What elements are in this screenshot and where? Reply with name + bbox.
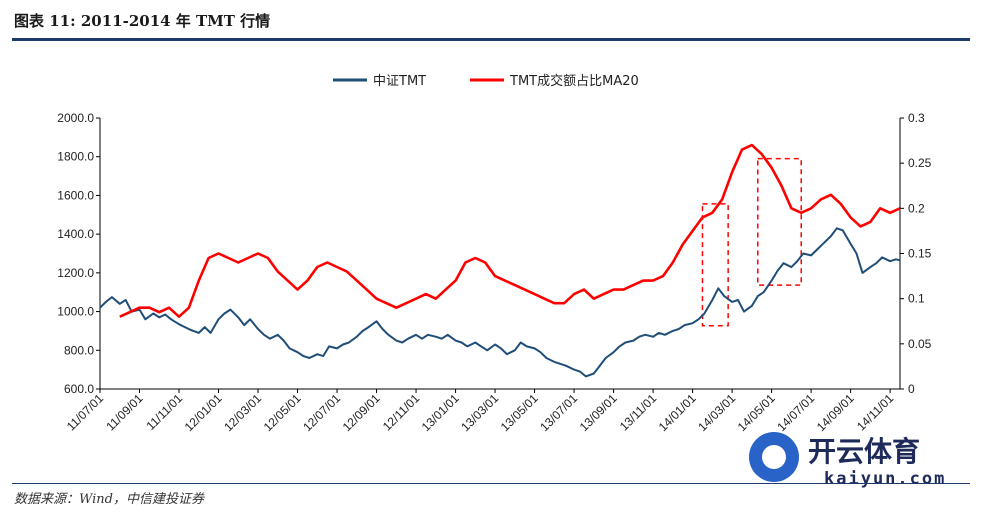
title-divider [12, 38, 970, 41]
dashed-highlight-box [757, 157, 802, 286]
x-tick-label: 14/03/01 [695, 391, 738, 434]
chart-title: 图表 11: 2011-2014 年 TMT 行情 [14, 12, 271, 30]
y-right-tick-label: 0.25 [908, 156, 932, 170]
legend-label: 中证TMT [373, 74, 426, 89]
x-tick-label: 12/11/01 [380, 391, 423, 434]
y-right-tick-label: 0.05 [908, 337, 932, 351]
x-tick-label: 13/09/01 [577, 391, 620, 434]
y-right-tick-label: 0.15 [908, 247, 932, 261]
x-tick-label: 13/07/01 [537, 391, 580, 434]
x-tick-label: 11/11/01 [143, 391, 185, 433]
footer-divider [12, 483, 970, 484]
x-tick-label: 14/07/01 [774, 391, 817, 434]
y-left-tick-label: 1600.0 [57, 188, 94, 202]
x-tick-label: 13/01/01 [419, 391, 462, 434]
x-tick-label: 14/01/01 [656, 391, 699, 434]
y-left-tick-label: 1400.0 [57, 227, 94, 241]
y-left-tick-label: 1000.0 [57, 305, 94, 319]
x-tick-label: 13/05/01 [498, 391, 541, 434]
watermark-brand: 开云体育 [808, 435, 920, 468]
y-right-tick-label: 0.2 [908, 201, 925, 215]
y-left-tick-label: 600.0 [64, 382, 94, 396]
annotation-boxes [701, 157, 802, 327]
x-tick-label: 13/11/01 [617, 391, 660, 434]
x-tick-label: 14/05/01 [735, 391, 778, 434]
data-source: 数据来源：Wind，中信建投证券 [14, 492, 204, 507]
x-tick-label: 11/07/01 [64, 391, 107, 434]
y-right-tick-label: 0.1 [908, 292, 925, 306]
x-tick-label: 12/07/01 [300, 391, 343, 434]
x-tick-label: 12/01/01 [182, 391, 225, 434]
series-lines [99, 143, 901, 378]
x-tick-label: 14/11/01 [854, 391, 897, 434]
watermark-site: kaiyun.com [824, 469, 946, 489]
soccer-ball-icon [762, 445, 786, 469]
watermark: 开云体育 kaiyun.com [749, 432, 946, 489]
y-left-tick-label: 1800.0 [57, 150, 94, 164]
series-line-tmt-turnover-ratio [119, 143, 901, 318]
y-right-tick-label: 0.3 [908, 111, 925, 125]
chart-legend: 中证TMT TMT成交额占比MA20 [333, 73, 639, 89]
x-tick-label: 13/03/01 [458, 391, 501, 434]
x-tick-label: 12/03/01 [221, 391, 264, 434]
x-tick-label: 14/09/01 [814, 391, 857, 434]
legend-label: TMT成交额占比MA20 [509, 73, 639, 89]
y-left-tick-label: 2000.0 [57, 111, 94, 125]
x-tick-label: 12/05/01 [261, 391, 304, 434]
dashed-highlight-box [701, 203, 729, 327]
x-tick-label: 11/09/01 [103, 391, 146, 434]
series-line-tmt-index [99, 227, 901, 378]
y-left-tick-label: 800.0 [64, 343, 94, 357]
x-tick-label: 12/09/01 [340, 391, 383, 434]
y-right-tick-label: 0 [908, 382, 915, 396]
y-left-tick-label: 1200.0 [57, 266, 94, 280]
